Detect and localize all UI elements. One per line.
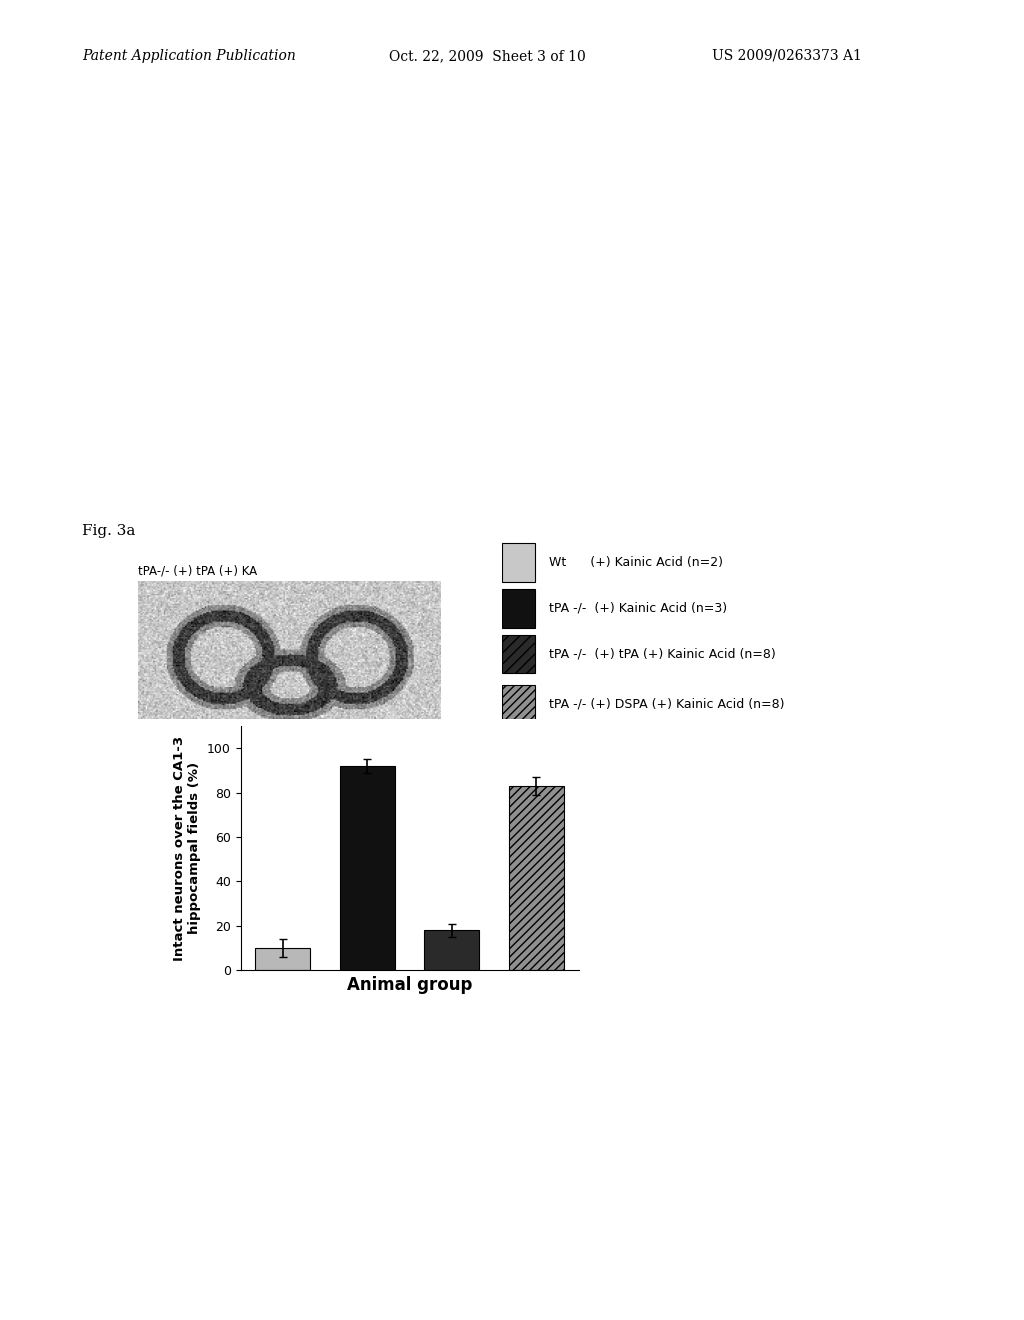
Bar xyxy=(424,931,479,970)
FancyBboxPatch shape xyxy=(502,685,535,723)
FancyBboxPatch shape xyxy=(502,589,535,627)
Bar xyxy=(340,766,395,970)
Text: Fig. 3a: Fig. 3a xyxy=(82,524,135,537)
Text: Oct. 22, 2009  Sheet 3 of 10: Oct. 22, 2009 Sheet 3 of 10 xyxy=(389,49,586,63)
Bar xyxy=(255,948,310,970)
FancyBboxPatch shape xyxy=(502,635,535,673)
Text: Patent Application Publication: Patent Application Publication xyxy=(82,49,296,63)
FancyBboxPatch shape xyxy=(502,544,535,582)
Text: tPA -/-  (+) Kainic Acid (n=3): tPA -/- (+) Kainic Acid (n=3) xyxy=(549,602,727,615)
Text: tPA-/- (+) tPA (+) KA: tPA-/- (+) tPA (+) KA xyxy=(138,564,257,577)
Text: tPA -/-  (+) tPA (+) Kainic Acid (n=8): tPA -/- (+) tPA (+) Kainic Acid (n=8) xyxy=(549,648,775,661)
Bar xyxy=(509,785,564,970)
Text: tPA -/- (+) DSPA (+) Kainic Acid (n=8): tPA -/- (+) DSPA (+) Kainic Acid (n=8) xyxy=(549,697,784,710)
Text: Wt      (+) Kainic Acid (n=2): Wt (+) Kainic Acid (n=2) xyxy=(549,556,723,569)
Text: US 2009/0263373 A1: US 2009/0263373 A1 xyxy=(712,49,861,63)
Y-axis label: Intact neurons over the CA1-3
hippocampal fields (%): Intact neurons over the CA1-3 hippocampa… xyxy=(173,735,202,961)
X-axis label: Animal group: Animal group xyxy=(347,975,472,994)
